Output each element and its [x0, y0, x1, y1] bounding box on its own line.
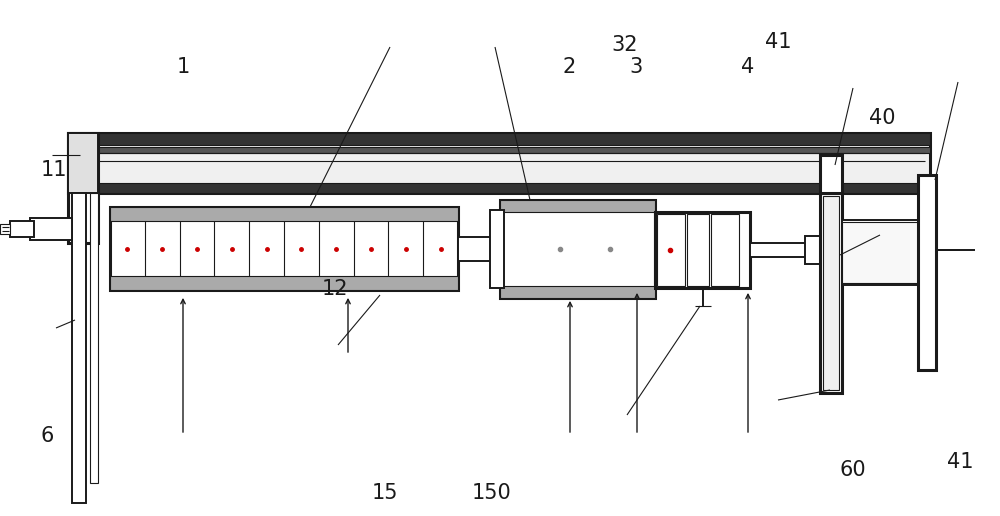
- Bar: [820, 193, 842, 393]
- Bar: [823, 196, 839, 390]
- Bar: [68, 133, 98, 243]
- Bar: [918, 175, 936, 370]
- Bar: [657, 214, 685, 286]
- Bar: [458, 236, 500, 261]
- Bar: [711, 214, 739, 286]
- Text: 3: 3: [629, 57, 643, 77]
- Text: 60: 60: [840, 460, 866, 479]
- Bar: [842, 222, 918, 283]
- Bar: [655, 212, 750, 288]
- Bar: [110, 207, 458, 290]
- Bar: [68, 133, 98, 193]
- Text: 41: 41: [765, 33, 791, 52]
- Bar: [820, 155, 842, 193]
- Text: 150: 150: [472, 483, 512, 503]
- Text: 15: 15: [372, 483, 398, 503]
- Text: 4: 4: [741, 57, 755, 77]
- Bar: [0, 224, 10, 234]
- Text: 6: 6: [40, 426, 54, 446]
- Bar: [500, 200, 655, 212]
- Bar: [68, 133, 930, 145]
- Bar: [30, 218, 72, 240]
- Text: 11: 11: [41, 160, 67, 180]
- Bar: [805, 236, 823, 264]
- Bar: [68, 147, 930, 153]
- Bar: [90, 193, 98, 483]
- Bar: [687, 214, 709, 286]
- Bar: [490, 210, 504, 288]
- Bar: [72, 193, 86, 503]
- Bar: [500, 200, 655, 298]
- Bar: [68, 133, 930, 193]
- Text: 12: 12: [322, 279, 348, 299]
- Bar: [500, 286, 655, 298]
- Text: 1: 1: [176, 57, 190, 77]
- Text: 32: 32: [612, 36, 638, 55]
- Bar: [110, 276, 458, 290]
- Bar: [68, 183, 930, 193]
- Text: 41: 41: [947, 452, 973, 472]
- Bar: [750, 243, 810, 257]
- Bar: [492, 229, 504, 268]
- Bar: [110, 207, 458, 221]
- Text: 40: 40: [869, 108, 895, 127]
- Bar: [842, 220, 922, 285]
- Bar: [10, 221, 34, 237]
- Text: 2: 2: [562, 57, 576, 77]
